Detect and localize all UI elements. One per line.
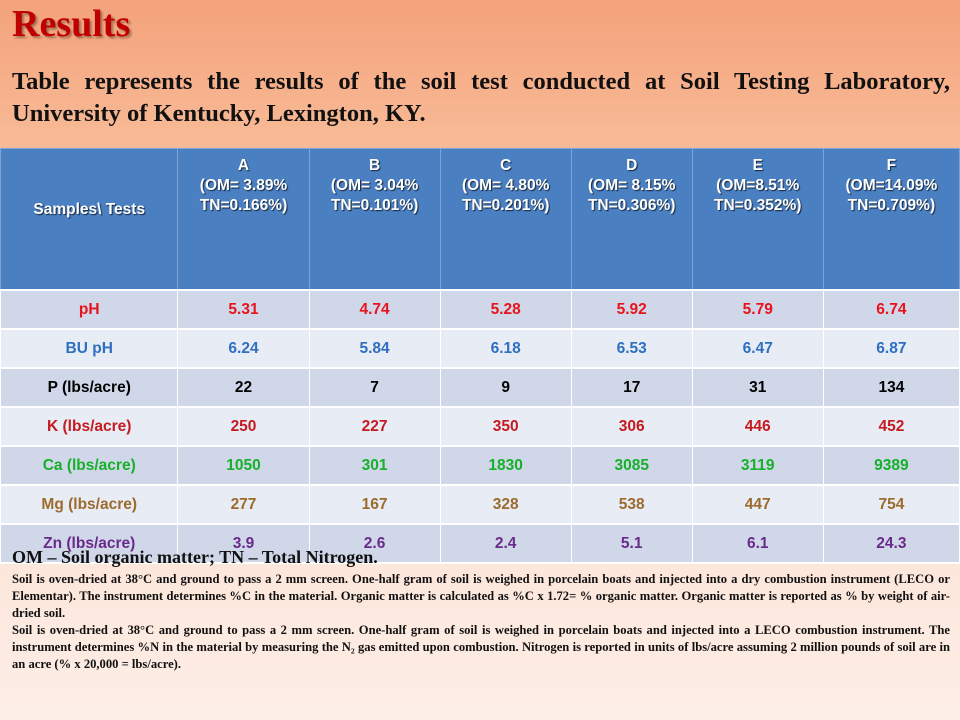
table-cell: 301 [308, 445, 441, 486]
table-cell: 447 [691, 484, 824, 525]
table-cell: 5.84 [308, 328, 441, 369]
table-cell: 227 [308, 406, 441, 447]
table-row: BU pH 6.24 5.84 6.18 6.53 6.47 6.87 [0, 328, 960, 369]
row-label: Mg (lbs/acre) [0, 484, 179, 525]
row-label: Zn (lbs/acre) [0, 523, 179, 564]
row-label: P (lbs/acre) [0, 367, 179, 408]
table-cell: 167 [308, 484, 441, 525]
column-tn: TN=0.306%) [587, 197, 676, 214]
table-header-row: Samples\ Tests A (OM= 3.89% TN=0.166%) B… [0, 148, 960, 291]
column-id: A [237, 157, 250, 174]
column-id: B [368, 157, 381, 174]
column-tn: TN=0.101%) [330, 197, 419, 214]
table-cell: 328 [439, 484, 572, 525]
table-cell: 6.53 [570, 328, 693, 369]
table-cell: 17 [570, 367, 693, 408]
column-header-d: D (OM= 8.15% TN=0.306%) [570, 148, 693, 291]
table-row: K (lbs/acre) 250 227 350 306 446 452 [0, 406, 960, 447]
table-cell: 2.4 [439, 523, 572, 564]
tn-method-note: Soil is oven-dried at 38°C and ground to… [12, 623, 950, 671]
row-label: BU pH [0, 328, 179, 369]
notes-section: OM – Soil organic matter; TN – Total Nit… [12, 547, 950, 673]
column-header-e: E (OM=8.51% TN=0.352%) [691, 148, 824, 291]
table-cell: 306 [570, 406, 693, 447]
table-row: pH 5.31 4.74 5.28 5.92 5.79 6.74 [0, 289, 960, 330]
column-header-b: B (OM= 3.04% TN=0.101%) [308, 148, 441, 291]
table-cell: 5.31 [177, 289, 310, 330]
row-header-cell: Samples\ Tests [0, 148, 179, 291]
table-cell: 754 [822, 484, 960, 525]
table-cell: 5.28 [439, 289, 572, 330]
column-tn: TN=0.201%) [461, 197, 550, 214]
column-header-f: F (OM=14.09% TN=0.709%) [822, 148, 960, 291]
table-cell: 6.74 [822, 289, 960, 330]
column-id: C [500, 157, 512, 174]
om-method-note: Soil is oven-dried at 38°C and ground to… [12, 572, 950, 620]
intro-text: Table represents the results of the soil… [12, 68, 950, 127]
table-cell: 6.24 [177, 328, 310, 369]
table-cell: 9 [439, 367, 572, 408]
column-id: E [752, 157, 763, 174]
table-cell: 6.47 [691, 328, 824, 369]
table-cell: 3119 [691, 445, 824, 486]
table-cell: 7 [308, 367, 441, 408]
table-cell: 1050 [177, 445, 310, 486]
column-om: (OM= 3.89% [199, 177, 288, 194]
table-cell: 350 [439, 406, 572, 447]
column-tn: TN=0.709%) [847, 197, 936, 214]
table-cell: 5.92 [570, 289, 693, 330]
table-cell: 446 [691, 406, 824, 447]
column-id: F [886, 157, 897, 174]
table-cell: 5.79 [691, 289, 824, 330]
abbreviation-note: OM – Soil organic matter; TN – Total Nit… [12, 547, 378, 567]
table-cell: 9389 [822, 445, 960, 486]
column-om: (OM= 4.80% [461, 177, 550, 194]
column-tn: TN=0.352%) [714, 197, 802, 214]
table-row: Zn (lbs/acre) 3.9 2.6 2.4 5.1 6.1 24.3 [0, 523, 960, 564]
column-header-a: A (OM= 3.89% TN=0.166%) [177, 148, 310, 291]
column-om: (OM= 8.15% [587, 177, 676, 194]
table-cell: 22 [177, 367, 310, 408]
column-om: (OM=8.51% [716, 177, 800, 194]
column-om: (OM=14.09% [845, 177, 938, 194]
table-cell: 134 [822, 367, 960, 408]
table-cell: 250 [177, 406, 310, 447]
table-cell: 6.18 [439, 328, 572, 369]
table-row: P (lbs/acre) 22 7 9 17 31 134 [0, 367, 960, 408]
table-row: Mg (lbs/acre) 277 167 328 538 447 754 [0, 484, 960, 525]
table-cell: 452 [822, 406, 960, 447]
row-label: Ca (lbs/acre) [0, 445, 179, 486]
column-id: D [626, 157, 638, 174]
table-cell: 24.3 [822, 523, 960, 564]
table-cell: 1830 [439, 445, 572, 486]
row-label: pH [0, 289, 179, 330]
table-cell: 2.6 [308, 523, 441, 564]
results-table: Samples\ Tests A (OM= 3.89% TN=0.166%) B… [0, 148, 960, 564]
table-cell: 3085 [570, 445, 693, 486]
page-title: Results [12, 3, 131, 45]
table-cell: 6.87 [822, 328, 960, 369]
table-cell: 6.1 [691, 523, 824, 564]
table-row: Ca (lbs/acre) 1050 301 1830 3085 3119 9389 [0, 445, 960, 486]
column-header-c: C (OM= 4.80% TN=0.201%) [439, 148, 572, 291]
table-cell: 538 [570, 484, 693, 525]
table-cell: 5.1 [570, 523, 693, 564]
column-tn: TN=0.166%) [199, 197, 288, 214]
table-cell: 277 [177, 484, 310, 525]
column-om: (OM= 3.04% [330, 177, 419, 194]
table-cell: 4.74 [308, 289, 441, 330]
row-label: K (lbs/acre) [0, 406, 179, 447]
table-cell: 31 [691, 367, 824, 408]
